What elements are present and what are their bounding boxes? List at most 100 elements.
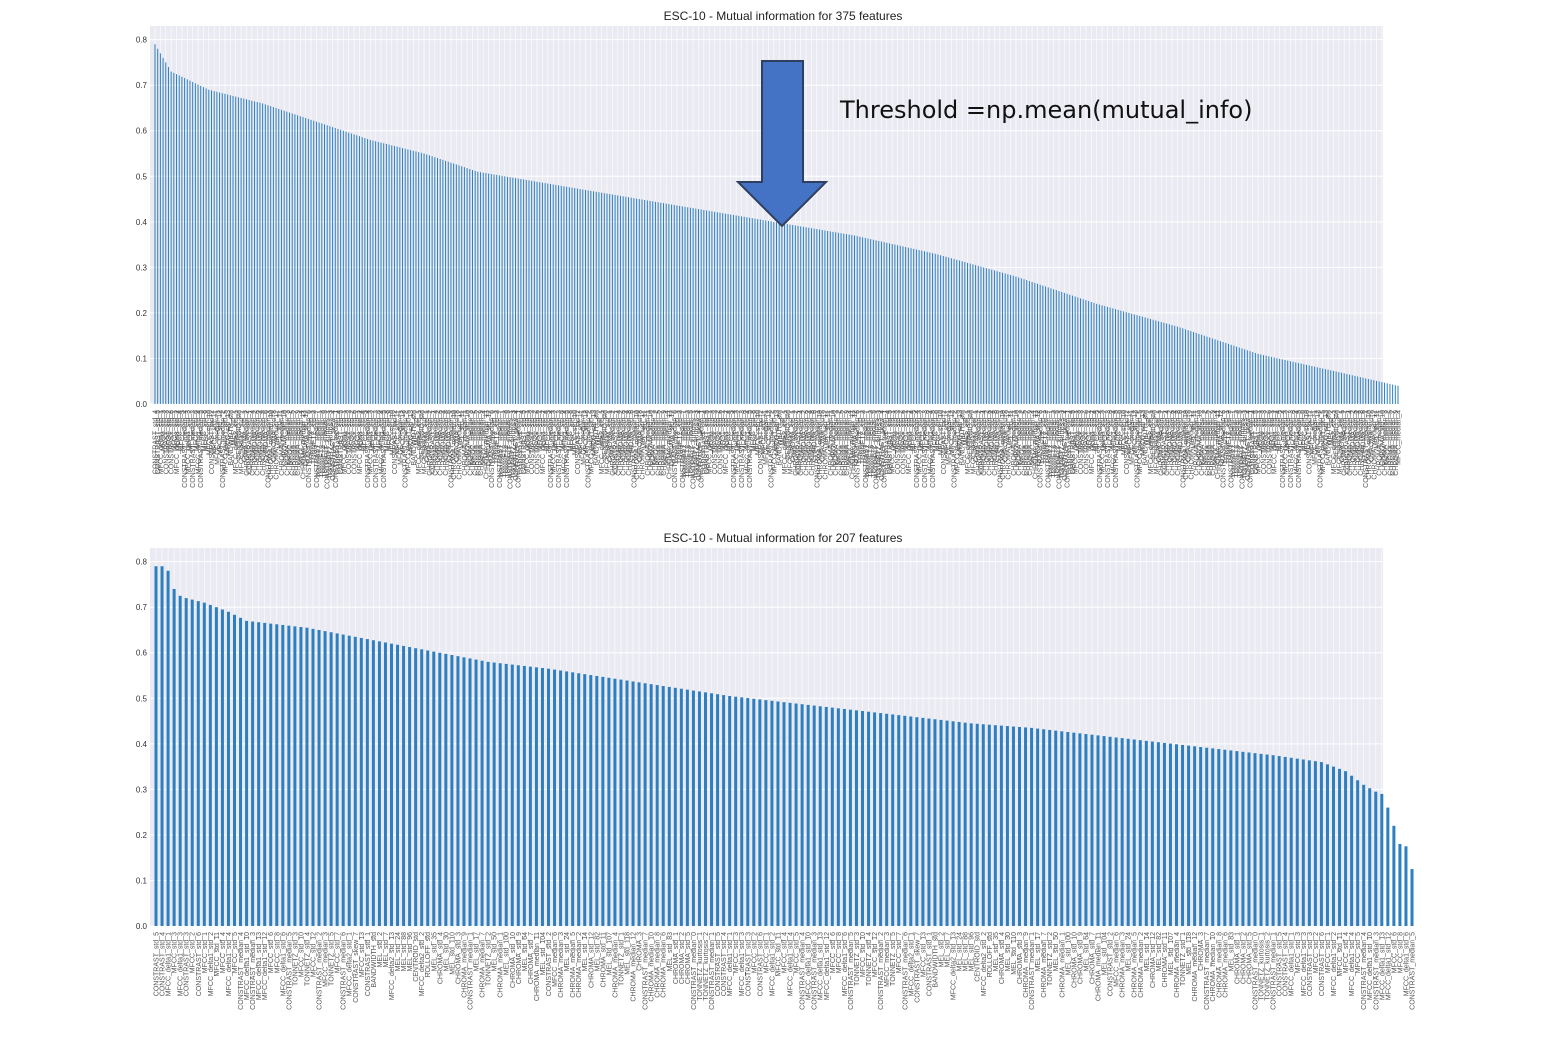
bar <box>341 634 345 926</box>
bar <box>178 595 182 926</box>
bar <box>1319 762 1323 926</box>
bar <box>1158 321 1160 404</box>
bar <box>746 698 750 926</box>
bar <box>636 198 638 404</box>
bar <box>1386 807 1390 926</box>
bar <box>1198 333 1200 404</box>
x-tick-label: CONSTRAST_std_3 <box>163 410 170 474</box>
bar <box>1190 331 1192 404</box>
x-tick-label: MFCC_std_11 <box>214 932 221 977</box>
x-tick-label: MFCC_std_6 <box>559 410 566 451</box>
x-tick-label: TONNETZ_median_5 <box>871 410 878 478</box>
x-tick-label: CHROMA_median_11 <box>1215 410 1222 479</box>
x-tick-label: MFCC_median_3 <box>323 932 330 987</box>
bar <box>480 660 484 926</box>
x-tick-label: CONSTRAST_median_5 <box>1296 410 1303 488</box>
bar <box>178 75 180 404</box>
x-tick-label: CONSTRAST_std_3 <box>1261 410 1268 474</box>
x-tick-label: MFCC_std_6 <box>830 932 837 973</box>
bar <box>356 135 358 404</box>
x-tick-label: MFCC_median_4 <box>847 410 854 465</box>
bar <box>574 188 576 404</box>
x-tick-label: MEL_std_11 <box>642 410 649 449</box>
bar <box>458 165 460 404</box>
bar <box>461 166 463 404</box>
x-tick-label: MFCC_std_5 <box>911 410 918 451</box>
x-tick-label: MEL_std_50 <box>1053 932 1060 971</box>
bar <box>571 187 573 404</box>
bar <box>752 698 756 926</box>
x-tick-label: CHROMA_median_12 <box>1192 932 1199 1002</box>
x-tick-label: CONSTRAST_kurtosis_1 <box>691 410 698 489</box>
bar <box>1306 364 1308 404</box>
bar <box>396 644 400 926</box>
bar <box>1249 351 1251 404</box>
x-tick-label: MFCC_median_1 <box>1129 410 1136 465</box>
x-tick-label: CHROMA_std_12 <box>486 410 493 466</box>
bar <box>1253 753 1257 926</box>
bar <box>1380 793 1384 926</box>
bar <box>380 142 382 404</box>
bar <box>870 239 872 404</box>
x-tick-label: MFCC_std_8 <box>1116 410 1123 451</box>
bar <box>272 107 274 404</box>
bar <box>1175 744 1178 926</box>
x-tick-label: CHROMA_std_1 <box>1234 932 1241 984</box>
x-tick-label: CHROMA_median_3 <box>1016 410 1023 476</box>
bar <box>428 155 430 404</box>
x-tick-label: MEL_std_24 <box>1126 932 1133 971</box>
x-tick-label: MFCC_delta1_std_4 <box>788 932 795 996</box>
bar <box>1147 318 1149 404</box>
bar <box>486 661 490 926</box>
x-tick-label: MFCC_std_12 <box>1315 410 1322 455</box>
x-tick-label: MFCC_std_3 <box>733 932 740 973</box>
x-tick-label: CONSTRAST_std_5 <box>1070 410 1077 474</box>
x-tick-label: CHROMA_median_8 <box>992 410 999 476</box>
x-tick-label: MFCC_delta1_std_3 <box>551 410 558 474</box>
x-tick-label: TONNETZ_median_5 <box>1054 410 1061 478</box>
x-tick-label: TONNETZ_std_2 <box>486 932 493 986</box>
bar <box>980 266 982 404</box>
bar <box>957 721 961 926</box>
x-tick-label: CHROMA_std_1 <box>790 410 797 462</box>
x-tick-label: MFCC_delta1_std_3 <box>739 932 746 996</box>
bar <box>305 627 309 926</box>
bar <box>399 147 401 404</box>
x-tick-label: MFCC_std_10 <box>860 932 867 977</box>
bar <box>347 635 351 926</box>
x-tick-label: MFCC_delta1_std_4 <box>1110 410 1117 474</box>
x-tick-label: MFCC_std_5 <box>545 410 552 451</box>
bar <box>953 259 955 404</box>
x-tick-label: CHROMA_std_2 <box>1350 410 1357 462</box>
bar <box>170 71 172 404</box>
bar <box>1271 356 1273 404</box>
x-tick-label: CHROMA_median_11 <box>849 410 856 479</box>
bar <box>894 244 896 404</box>
x-tick-label: CONSTRAST_median_3 <box>556 410 563 488</box>
x-tick-label: TONNETZ_median_3 <box>1234 410 1241 478</box>
bar <box>719 212 721 404</box>
x-tick-label: MFCC_std_7 <box>187 410 194 451</box>
x-tick-label: TONNETZ_std_1 <box>309 410 316 464</box>
bar <box>208 89 210 404</box>
x-tick-label: CHROMA_std_9 <box>516 932 523 984</box>
bar <box>697 209 699 404</box>
bar <box>708 210 710 404</box>
x-tick-label: CHROMA_median_4 <box>1347 410 1354 476</box>
bar <box>879 713 883 926</box>
bar <box>1313 761 1317 926</box>
bar <box>1314 366 1316 404</box>
x-tick-label: CHROMA_median_6 <box>255 410 262 476</box>
bar <box>836 708 840 926</box>
x-tick-label: MEL_std_11 <box>459 410 466 449</box>
x-tick-label: MFCC_delta1_std_3 <box>1283 410 1290 474</box>
x-tick-label: TONNETZ_std_2 <box>1226 410 1233 464</box>
bar <box>571 672 575 926</box>
x-tick-label: MFCC_median_1 <box>1312 410 1319 465</box>
bar <box>154 566 158 926</box>
bar <box>999 271 1001 404</box>
bar <box>455 164 457 404</box>
bar <box>679 205 681 404</box>
bar <box>652 201 654 404</box>
bar <box>1036 728 1040 926</box>
